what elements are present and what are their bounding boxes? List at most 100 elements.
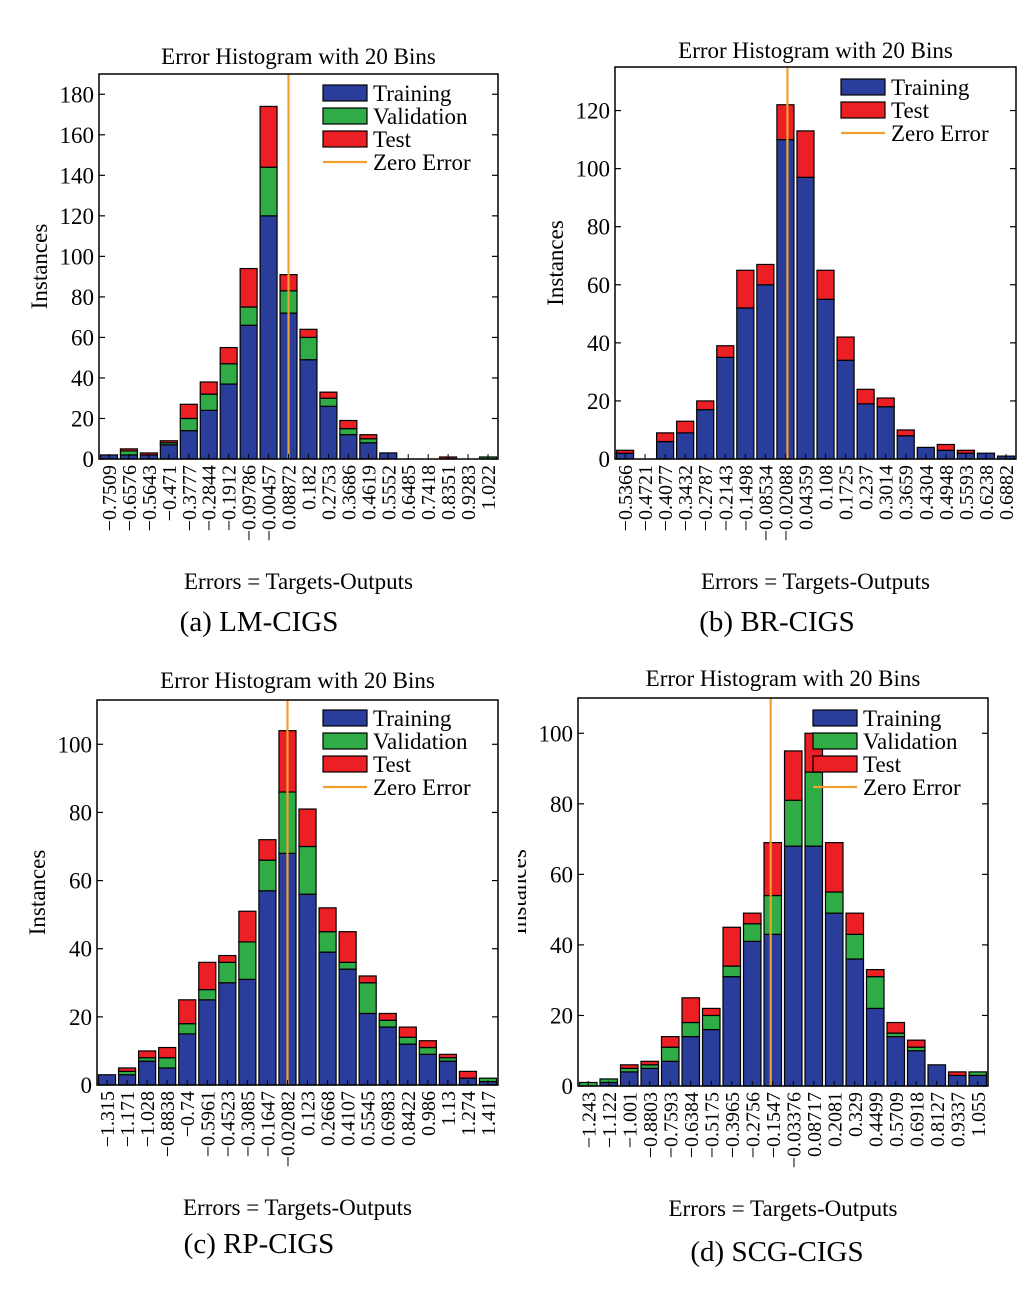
x-tick-label: 0.182 (298, 465, 320, 510)
x-tick-label: −0.4523 (217, 1091, 239, 1157)
x-tick-label: 0.4948 (936, 465, 958, 520)
legend-label-zero-error: Zero Error (863, 775, 961, 800)
legend-swatch-training (840, 78, 886, 96)
bar-training-11 (319, 405, 338, 460)
legend-swatch-validation (812, 732, 858, 750)
x-tick-label: 0.4107 (338, 1091, 360, 1146)
bar-training-12 (856, 403, 875, 460)
bar-test-3 (676, 420, 695, 434)
y-tick-label: 180 (60, 82, 95, 107)
bar-test-15 (886, 1021, 906, 1034)
legend-label-zero-error: Zero Error (891, 121, 989, 146)
legend-swatch-validation (322, 107, 368, 125)
x-tick-label: −0.5366 (615, 465, 637, 531)
y-tick-label: 120 (60, 204, 95, 229)
bar-validation-9 (763, 894, 783, 935)
bar-training-10 (816, 298, 835, 460)
y-tick-label: 0 (83, 447, 95, 472)
bar-training-15 (886, 1036, 906, 1087)
x-tick-label: 0.329 (845, 1092, 867, 1137)
x-tick-label: −0.8803 (640, 1092, 662, 1158)
bar-training-8 (259, 215, 278, 460)
bar-test-3 (640, 1060, 660, 1066)
bar-training-5 (199, 409, 218, 460)
x-tick-label: −0.2844 (199, 465, 221, 531)
bar-test-3 (158, 1046, 177, 1059)
bar-training-12 (338, 968, 357, 1086)
bar-training-7 (756, 284, 775, 460)
x-tick-label: −0.09786 (239, 465, 261, 541)
bar-test-17 (438, 1053, 458, 1059)
x-tick-label: −0.74 (177, 1091, 199, 1137)
caption-lm-cigs: (a) LM-CIGS (179, 606, 339, 638)
bar-test-7 (756, 263, 775, 286)
y-tick-label: 20 (550, 1003, 573, 1028)
bar-test-18 (458, 1070, 478, 1079)
bar-training-6 (219, 383, 238, 460)
bar-training-14 (378, 1026, 397, 1086)
bar-validation-8 (742, 923, 762, 942)
x-tick-label: −0.7593 (660, 1092, 682, 1158)
bar-training-13 (845, 958, 865, 1087)
x-tick-label: −1.315 (97, 1091, 119, 1147)
y-tick-label: 40 (69, 937, 92, 962)
histogram-lm-cigs: Error Histogram with 20 Bins 0 20 40 60 80 100… (27, 44, 500, 594)
x-axis-label: Errors = Targets-Outputs (184, 569, 413, 594)
chart-title: Error Histogram with 20 Bins (161, 44, 436, 69)
y-tick-label: 60 (550, 862, 573, 887)
bar-validation-6 (218, 961, 237, 984)
bar-validation-12 (339, 428, 358, 436)
bar-test-12 (339, 419, 358, 430)
bar-test-6 (701, 1007, 721, 1017)
x-axis-label: Errors = Targets-Outputs (183, 1195, 412, 1220)
y-tick-label: 80 (550, 792, 573, 817)
bar-validation-14 (865, 976, 885, 1009)
bar-test-2 (619, 1064, 639, 1069)
bar-training-10 (783, 845, 803, 1087)
x-tick-label: 0.4619 (358, 465, 380, 520)
bar-test-1 (117, 1067, 137, 1072)
x-tick-label: 0.6485 (398, 465, 420, 520)
x-tick-label: −0.3777 (179, 465, 201, 531)
x-tick-label: 0.2668 (318, 1091, 340, 1146)
y-tick-label: 40 (550, 933, 573, 958)
y-axis-label: Instances (543, 220, 568, 306)
plot-frame (98, 73, 499, 460)
bar-training-7 (239, 324, 258, 460)
bar-validation-4 (660, 1046, 680, 1062)
bar-training-14 (865, 1007, 885, 1087)
y-axis-label: Instances (25, 850, 50, 936)
legend-swatch-training (322, 84, 368, 102)
x-tick-label: 0.08717 (804, 1092, 826, 1157)
x-tick-label: 0.2753 (318, 465, 340, 520)
y-tick-label: 100 (60, 244, 95, 269)
bar-validation-15 (398, 1036, 417, 1045)
bar-validation-6 (701, 1014, 721, 1031)
bar-test-8 (258, 839, 277, 861)
bar-training-9 (763, 933, 783, 1087)
bar-validation-4 (178, 1023, 197, 1035)
x-tick-label: 0.8422 (398, 1091, 420, 1146)
bar-test-12 (856, 388, 875, 405)
panel-scg-cigs: Error Histogram with 20 Bins 0 20 40 60 80 100… (518, 646, 1036, 1292)
bar-training-6 (701, 1028, 721, 1087)
bar-validation-10 (298, 845, 317, 895)
x-tick-label: 0.8351 (438, 465, 460, 520)
x-tick-label: −0.4721 (635, 465, 657, 531)
x-tick-label: −1.028 (137, 1091, 159, 1147)
bar-training-10 (299, 359, 318, 460)
y-tick-label: 0 (562, 1074, 574, 1099)
bar-training-6 (218, 982, 237, 1086)
bar-test-8 (742, 912, 762, 925)
x-tick-label: 0.9283 (458, 465, 480, 520)
bar-test-15 (398, 1026, 417, 1038)
y-tick-label: 20 (587, 389, 610, 414)
x-tick-label: 0.5709 (886, 1092, 908, 1147)
x-tick-label: 0.04359 (795, 465, 817, 530)
x-tick-label: −0.5961 (197, 1091, 219, 1157)
x-tick-label: −0.1498 (735, 465, 757, 531)
bar-training-8 (258, 890, 277, 1086)
x-tick-label: 1.417 (478, 1091, 500, 1136)
legend-label-validation: Validation (373, 104, 468, 129)
